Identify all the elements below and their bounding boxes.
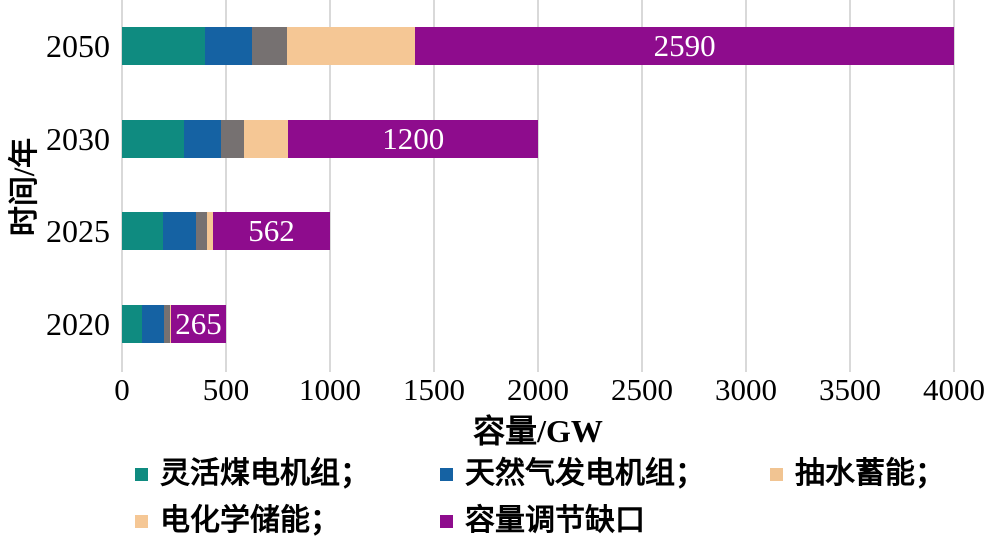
bar-segment-capacity-gap xyxy=(288,119,538,158)
bar-value-label: 2590 xyxy=(653,28,716,63)
x-tick-label: 2500 xyxy=(611,372,673,407)
bar-segment-gas-power xyxy=(184,119,221,158)
category-label: 2025 xyxy=(46,213,110,250)
bar-row-2025: 562 xyxy=(122,212,954,250)
legend-label: 容量调节缺口 xyxy=(465,504,645,537)
bar-segment-capacity-gap xyxy=(415,27,954,65)
x-axis-title: 容量/GW xyxy=(473,413,603,449)
gridline xyxy=(849,0,851,372)
gridline xyxy=(121,0,123,372)
legend: 灵活煤电机组； 天然气发电机组； 抽水蓄能； 电化学储能； 容量调节缺口 xyxy=(135,452,985,538)
gridline xyxy=(641,0,643,372)
gridline xyxy=(537,0,539,372)
bar-segment-flexible-coal xyxy=(122,212,163,250)
gridline xyxy=(225,0,227,372)
x-tick-label: 500 xyxy=(202,372,250,407)
bar-segment-capacity-gap xyxy=(170,304,226,343)
legend-swatch-icon xyxy=(440,467,453,481)
x-tick-label: 1000 xyxy=(299,372,361,407)
bar-row-2050: 2590 xyxy=(122,27,954,65)
bar-segment-pumped-storage xyxy=(195,212,208,250)
legend-label: 灵活煤电机组； xyxy=(160,457,370,490)
bar-segment-flexible-coal xyxy=(122,27,206,65)
category-label: 2050 xyxy=(46,28,110,65)
bar-segment-electrochemical xyxy=(243,119,289,158)
legend-item-pumped-storage: 抽水蓄能； xyxy=(770,452,945,496)
bar-segment-pumped-storage xyxy=(220,119,244,158)
bar-value-label: 1200 xyxy=(382,120,445,156)
bar-segment-electrochemical xyxy=(169,304,171,343)
legend-swatch-icon xyxy=(770,467,783,481)
category-label: 2030 xyxy=(46,120,110,157)
y-axis-title: 时间/年 xyxy=(8,137,41,237)
bar-segment-gas-power xyxy=(162,212,196,250)
x-tick-label: 2000 xyxy=(507,372,569,407)
bar-segment-flexible-coal xyxy=(122,119,185,158)
bar-value-label: 265 xyxy=(175,305,222,341)
legend-swatch-icon xyxy=(135,467,148,481)
bar-segment-electrochemical xyxy=(287,27,416,65)
legend-item-flexible-coal: 灵活煤电机组； xyxy=(135,452,370,496)
bar-value-label: 562 xyxy=(248,213,295,248)
category-label: 2020 xyxy=(46,305,110,342)
bar-segment-gas-power xyxy=(141,304,164,343)
legend-label: 电化学储能； xyxy=(160,504,340,537)
bar-segment-pumped-storage xyxy=(252,27,288,65)
x-tick-label: 3500 xyxy=(819,372,881,407)
x-tick-label: 3000 xyxy=(715,372,777,407)
legend-item-capacity-gap: 容量调节缺口 xyxy=(440,499,645,538)
gridline xyxy=(745,0,747,372)
legend-label: 天然气发电机组； xyxy=(465,457,705,490)
x-tick-label: 0 xyxy=(114,372,130,407)
plot-area: 2590 1200 562 265 xyxy=(121,0,955,372)
x-tick-label: 4000 xyxy=(923,372,985,407)
bar-segment-gas-power xyxy=(205,27,252,65)
bar-segment-flexible-coal xyxy=(122,304,142,343)
bar-segment-electrochemical xyxy=(207,212,214,250)
bar-row-2020: 265 xyxy=(122,304,954,343)
bar-row-2030: 1200 xyxy=(122,119,954,158)
bar-segment-capacity-gap xyxy=(213,212,330,250)
legend-label: 抽水蓄能； xyxy=(795,457,945,490)
legend-swatch-icon xyxy=(440,514,453,528)
legend-item-gas-power: 天然气发电机组； xyxy=(440,452,705,496)
gridline xyxy=(953,0,955,372)
x-tick-label: 1500 xyxy=(403,372,465,407)
gridline xyxy=(433,0,435,372)
legend-swatch-icon xyxy=(135,514,148,528)
bar-segment-pumped-storage xyxy=(163,304,170,343)
gridline xyxy=(329,0,331,372)
legend-item-electrochemical: 电化学储能； xyxy=(135,499,340,538)
